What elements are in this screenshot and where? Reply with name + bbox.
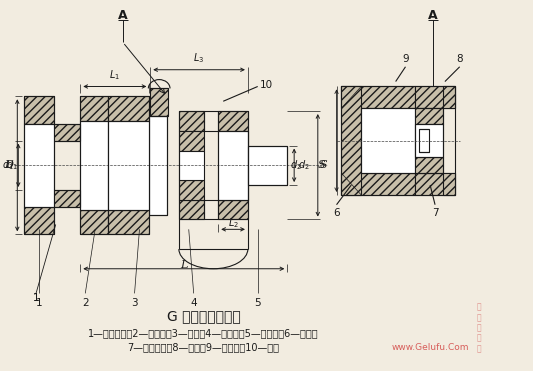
Text: $d_1$: $d_1$ — [2, 158, 13, 172]
Text: D: D — [4, 160, 13, 170]
Bar — [219, 111, 248, 131]
Text: G 型平行轴联轴器: G 型平行轴联轴器 — [167, 309, 240, 323]
Text: 7: 7 — [432, 208, 438, 218]
Bar — [150, 88, 168, 116]
Bar — [179, 131, 204, 151]
Bar — [24, 124, 54, 207]
Bar — [54, 190, 80, 207]
Bar — [248, 145, 287, 185]
Text: S: S — [320, 160, 327, 170]
Bar — [54, 124, 80, 141]
Bar — [108, 210, 149, 234]
Text: $d_1$: $d_1$ — [6, 158, 18, 172]
Bar — [443, 173, 455, 195]
Bar — [415, 173, 455, 195]
Bar — [179, 151, 204, 180]
Bar — [342, 173, 415, 195]
Text: 2: 2 — [82, 298, 88, 308]
Text: 1: 1 — [33, 293, 39, 303]
Text: A: A — [429, 9, 438, 22]
Text: $L_1$: $L_1$ — [109, 68, 120, 82]
Bar — [219, 200, 248, 220]
Bar — [80, 210, 108, 234]
Text: 4: 4 — [190, 298, 197, 308]
Bar — [179, 111, 204, 131]
Text: $d_2$: $d_2$ — [298, 158, 310, 172]
Bar — [361, 108, 415, 173]
Text: 1: 1 — [33, 293, 39, 303]
Bar — [219, 131, 248, 200]
Bar — [80, 96, 108, 121]
Text: 3: 3 — [131, 298, 138, 308]
Text: 5: 5 — [254, 298, 261, 308]
Text: 1—半联轴器；2—主动盘；3—连杆；4—中间盘；5—被动盘；6—销轴；: 1—半联轴器；2—主动盘；3—连杆；4—中间盘；5—被动盘；6—销轴； — [88, 328, 319, 338]
Bar — [415, 86, 455, 108]
Text: A: A — [118, 9, 127, 22]
Bar — [179, 180, 204, 200]
Text: 博
青
大
机
械: 博 青 大 机 械 — [477, 303, 482, 353]
Text: $L_2$: $L_2$ — [228, 217, 239, 230]
Text: 7—滚动轴承；8—挡环；9—隔离环；10—销轴: 7—滚动轴承；8—挡环；9—隔离环；10—销轴 — [127, 342, 279, 352]
Bar — [24, 207, 54, 234]
Bar — [149, 116, 167, 214]
Bar — [415, 157, 443, 173]
Text: 6: 6 — [333, 208, 340, 218]
Text: $d_2$: $d_2$ — [290, 158, 302, 172]
Text: 9: 9 — [402, 54, 409, 64]
Text: 1: 1 — [36, 298, 42, 308]
Text: S: S — [318, 160, 326, 170]
Bar — [419, 129, 429, 152]
Text: 8: 8 — [456, 54, 463, 64]
Bar — [342, 86, 415, 108]
Bar — [80, 121, 108, 210]
Bar — [108, 121, 149, 210]
Bar — [415, 124, 443, 157]
Bar — [443, 86, 455, 108]
Text: L: L — [180, 260, 188, 270]
Bar — [24, 96, 54, 124]
Text: $L_3$: $L_3$ — [193, 51, 205, 65]
Bar — [108, 96, 149, 121]
Text: 10: 10 — [260, 79, 273, 89]
Bar — [415, 108, 443, 124]
Bar — [342, 86, 361, 195]
Bar — [179, 200, 204, 220]
Text: www.Gelufu.Com: www.Gelufu.Com — [391, 343, 469, 352]
